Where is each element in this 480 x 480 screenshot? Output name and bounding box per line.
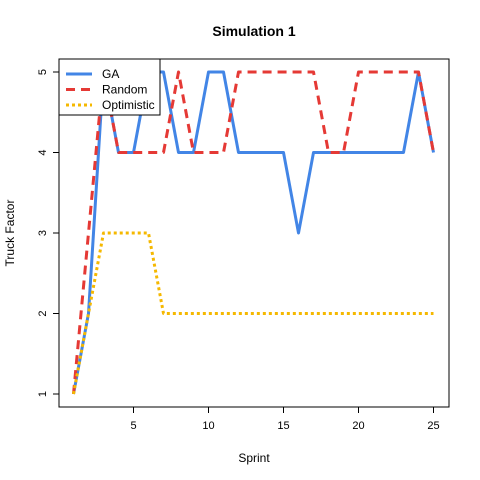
chart-title: Simulation 1 xyxy=(212,23,295,39)
series-layer xyxy=(72,70,435,395)
legend-label-optimistic: Optimistic xyxy=(102,98,155,112)
y-tick-label: 5 xyxy=(37,69,49,75)
series-line-optimistic xyxy=(72,231,434,395)
x-tick-label: 15 xyxy=(277,420,289,432)
x-tick-label: 5 xyxy=(130,420,136,432)
y-tick-label: 2 xyxy=(37,310,49,316)
legend-box xyxy=(58,58,161,116)
x-tick-label: 20 xyxy=(352,420,364,432)
x-axis-label: Sprint xyxy=(238,451,270,465)
legend-label-ga: GA xyxy=(102,67,119,81)
axes: 5 10 15 20 25 1 2 3 4 5 xyxy=(37,69,440,432)
x-tick-label: 10 xyxy=(202,420,214,432)
series-line-random xyxy=(72,70,435,395)
x-tick-label: 25 xyxy=(427,420,439,432)
y-axis-label: Truck Factor xyxy=(3,200,17,267)
y-tick-label: 4 xyxy=(37,149,49,155)
y-tick-label: 3 xyxy=(37,230,49,236)
y-tick-label: 1 xyxy=(37,391,49,397)
legend-label-random: Random xyxy=(102,83,147,97)
